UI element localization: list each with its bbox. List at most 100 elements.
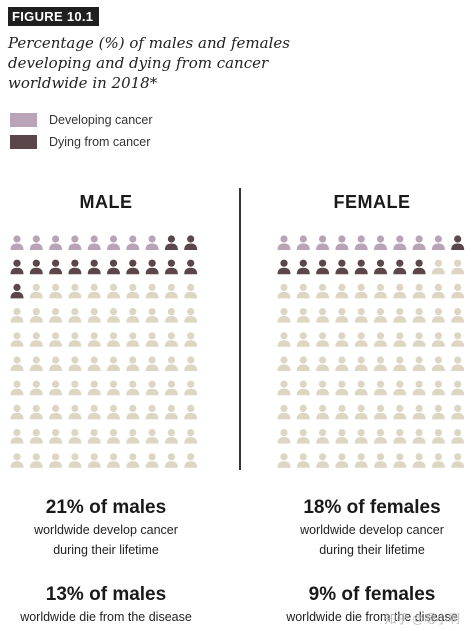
person-icon-none bbox=[126, 332, 140, 347]
person-icon-none bbox=[354, 404, 368, 420]
person-icon-dying bbox=[393, 259, 407, 275]
person-icon-none bbox=[164, 429, 178, 444]
person-icon-none bbox=[393, 380, 407, 396]
male-die-headline: 13% of males bbox=[45, 584, 167, 605]
person-icon-none bbox=[316, 380, 330, 396]
person-icon-dying bbox=[316, 259, 330, 275]
person-icon-none bbox=[296, 356, 310, 371]
person-icon-none bbox=[164, 404, 178, 420]
legend-label-dying: Dying from cancer bbox=[49, 135, 151, 149]
person-icon-none bbox=[431, 332, 445, 347]
person-icon-none bbox=[451, 429, 465, 444]
person-icon-none bbox=[296, 429, 310, 444]
female-develop-stat: 18% of females worldwide develop cancer … bbox=[267, 496, 474, 560]
person-icon-none bbox=[68, 453, 82, 468]
person-icon-none bbox=[87, 380, 101, 396]
person-icon-dying bbox=[277, 259, 291, 275]
person-icon-none bbox=[29, 283, 43, 299]
person-icon-none bbox=[68, 404, 82, 420]
person-icon-none bbox=[29, 356, 43, 371]
person-icon-none bbox=[393, 283, 407, 299]
person-icon-none bbox=[296, 332, 310, 347]
person-icon-developing bbox=[412, 235, 426, 250]
person-icon-none bbox=[374, 453, 387, 468]
person-icon-developing bbox=[393, 235, 407, 250]
person-icon-none bbox=[316, 404, 330, 420]
person-icon-none bbox=[354, 380, 368, 396]
person-icon-none bbox=[354, 429, 368, 444]
person-icon-none bbox=[184, 356, 198, 371]
person-icon-dying bbox=[126, 259, 140, 275]
person-icon-none bbox=[412, 332, 426, 347]
person-icon-none bbox=[451, 283, 465, 299]
person-icon-none bbox=[29, 453, 43, 468]
person-icon-none bbox=[49, 404, 63, 420]
person-icon-none bbox=[451, 404, 465, 420]
person-icon-none bbox=[412, 308, 426, 323]
person-icon-none bbox=[164, 283, 178, 299]
person-icon-none bbox=[164, 308, 178, 323]
person-icon-dying bbox=[107, 259, 120, 275]
person-icon-none bbox=[107, 283, 120, 299]
person-icon-none bbox=[412, 453, 426, 468]
person-icon-none bbox=[393, 308, 407, 323]
person-icon-none bbox=[296, 283, 310, 299]
person-icon-none bbox=[29, 308, 43, 323]
person-icon-none bbox=[10, 332, 24, 347]
person-icon-none bbox=[277, 356, 291, 371]
female-develop-line-2: during their lifetime bbox=[319, 543, 425, 557]
person-icon-none bbox=[393, 356, 407, 371]
person-icon-none bbox=[431, 404, 445, 420]
person-icon-developing bbox=[277, 235, 291, 250]
person-icon-dying bbox=[184, 259, 198, 275]
figure-label: FIGURE 10.1 bbox=[8, 7, 100, 26]
person-icon-none bbox=[10, 429, 24, 444]
person-icon-none bbox=[374, 356, 387, 371]
person-icon-none bbox=[126, 308, 140, 323]
person-icon-none bbox=[49, 380, 63, 396]
person-icon-none bbox=[354, 453, 368, 468]
person-icon-none bbox=[374, 332, 387, 347]
waffle-charts bbox=[10, 235, 465, 468]
person-icon-none bbox=[374, 429, 387, 444]
person-icon-none bbox=[87, 356, 101, 371]
person-icon-none bbox=[431, 380, 445, 396]
person-icon-developing bbox=[49, 235, 63, 250]
person-icon-dying bbox=[354, 259, 368, 275]
watermark: 知乎 @嗯小啊 bbox=[384, 612, 460, 626]
legend: Developing cancer Dying from cancer bbox=[10, 109, 153, 153]
person-icon-developing bbox=[431, 235, 445, 250]
person-icon-none bbox=[184, 429, 198, 444]
person-icon-none bbox=[10, 404, 24, 420]
male-die-stat: 13% of males worldwide die from the dise… bbox=[1, 583, 211, 627]
legend-label-developing: Developing cancer bbox=[49, 113, 153, 127]
person-icon-none bbox=[145, 429, 159, 444]
person-icon-none bbox=[87, 429, 101, 444]
male-develop-stat: 21% of males worldwide develop cancer du… bbox=[1, 496, 211, 560]
person-icon-dying bbox=[335, 259, 349, 275]
person-icon-dying bbox=[10, 283, 24, 299]
person-icon-developing bbox=[68, 235, 82, 250]
person-icon-none bbox=[10, 453, 24, 468]
person-icon-none bbox=[451, 259, 465, 275]
person-icon-none bbox=[316, 332, 330, 347]
person-icon-none bbox=[164, 453, 178, 468]
person-icon-developing bbox=[374, 235, 387, 250]
person-icon-none bbox=[49, 429, 63, 444]
person-icon-none bbox=[10, 308, 24, 323]
male-develop-headline: 21% of males bbox=[45, 497, 167, 518]
person-icon-none bbox=[68, 356, 82, 371]
legend-swatch-dying bbox=[10, 135, 37, 149]
person-icon-none bbox=[126, 380, 140, 396]
person-icon-none bbox=[296, 380, 310, 396]
person-icon-none bbox=[412, 283, 426, 299]
person-icon-none bbox=[49, 308, 63, 323]
person-icon-none bbox=[277, 308, 291, 323]
person-icon-dying bbox=[145, 259, 159, 275]
person-icon-dying bbox=[296, 259, 310, 275]
person-icon-none bbox=[184, 453, 198, 468]
person-icon-none bbox=[354, 356, 368, 371]
person-icon-none bbox=[277, 332, 291, 347]
person-icon-developing bbox=[145, 235, 159, 250]
person-icon-none bbox=[29, 404, 43, 420]
